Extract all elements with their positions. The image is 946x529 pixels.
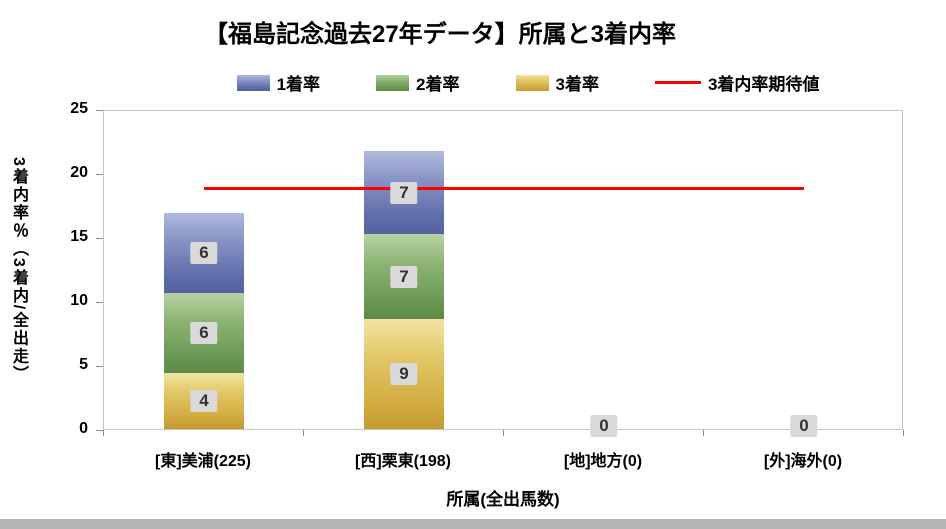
data-label-zero: 0 <box>790 415 818 437</box>
y-tick-label: 15 <box>70 228 88 245</box>
y-axis-title: 3着内率％（3着内/全出走） <box>10 156 27 384</box>
y-tick-label: 5 <box>79 356 88 373</box>
legend-label: 1着率 <box>276 75 321 94</box>
plot-area: 4 6 6 9 7 7 0 0 <box>103 110 903 437</box>
bar-segment-1着率: 6 <box>164 212 244 294</box>
bar-segment-1着率: 7 <box>364 151 444 235</box>
data-label-zero: 0 <box>590 415 618 437</box>
data-label: 9 <box>390 362 418 385</box>
legend-label: 3着内率期待値 <box>707 75 820 94</box>
legend-item-1: 1着率 <box>236 70 321 95</box>
data-label: 7 <box>390 265 418 288</box>
x-axis-title: 所属(全出馬数) <box>446 490 560 509</box>
y-tick-label: 25 <box>70 100 88 117</box>
legend-color-swatch <box>515 74 549 91</box>
y-tick-label: 0 <box>79 420 88 437</box>
legend-label: 3着率 <box>555 75 599 94</box>
y-tick-mark <box>96 366 103 367</box>
legend: 1着率 2着率 3着率 3着内率期待値 <box>120 70 936 95</box>
legend-item-3: 3着率 <box>515 70 599 95</box>
legend-color-swatch <box>376 74 410 91</box>
bar-segment-2着率: 7 <box>364 234 444 319</box>
legend-item-4: 3着内率期待値 <box>654 70 820 95</box>
y-tick-mark <box>96 110 103 111</box>
legend-label: 2着率 <box>416 75 460 94</box>
data-label: 4 <box>190 389 218 412</box>
x-tick-mark <box>303 430 304 436</box>
y-tick-mark <box>96 174 103 175</box>
y-tick-label: 20 <box>70 164 88 181</box>
data-label: 7 <box>390 181 418 204</box>
x-axis: [東]美浦(225) [西]栗東(198) [地]地方(0) [外]海外(0) <box>0 447 946 471</box>
x-tick-mark <box>103 430 104 436</box>
x-category-label: [西]栗東(198) <box>354 453 451 470</box>
x-category-label: [東]美浦(225) <box>154 453 251 470</box>
y-tick-mark <box>96 430 103 431</box>
bar-segment-3着率: 9 <box>364 318 444 429</box>
data-label: 6 <box>190 242 218 265</box>
bottom-gray-strip <box>0 519 946 529</box>
x-category-label: [外]海外(0) <box>763 453 843 470</box>
y-tick-mark <box>96 238 103 239</box>
x-tick-mark <box>903 430 904 436</box>
legend-item-2: 2着率 <box>376 70 460 95</box>
y-tick-mark <box>96 302 103 303</box>
y-tick-label: 10 <box>70 292 88 309</box>
x-tick-mark <box>703 430 704 436</box>
bar-segment-2着率: 6 <box>164 293 244 373</box>
chart-title: 【福島記念過去27年データ】所属と3着内率 <box>203 21 677 48</box>
bar-segment-3着率: 4 <box>164 372 244 429</box>
legend-line-swatch <box>654 81 701 84</box>
expected-line <box>204 186 804 190</box>
x-category-label: [地]地方(0) <box>563 453 643 470</box>
x-tick-mark <box>503 430 504 436</box>
legend-color-swatch <box>236 74 270 91</box>
data-label: 6 <box>190 322 218 344</box>
